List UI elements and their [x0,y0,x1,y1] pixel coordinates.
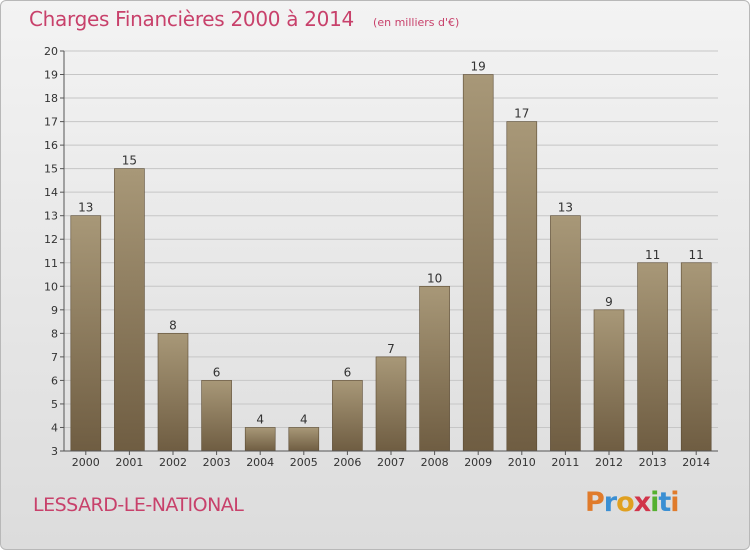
y-tick-label: 14 [44,186,58,199]
y-tick-label: 11 [44,257,58,270]
data-labels: 13 15 8 6 4 4 6 7 10 19 17 13 9 11 11 [78,60,704,427]
logo-letter: t [658,487,671,518]
y-tick-label: 9 [51,304,58,317]
value-label-2004: 4 [256,412,264,426]
bar-2007 [375,356,407,452]
bar-2003 [201,380,232,452]
logo-letter: r [603,487,617,518]
bar-2010 [506,121,538,452]
value-label-2011: 13 [558,201,573,215]
value-label-2003: 6 [213,365,221,379]
bar-2004 [244,427,276,452]
value-label-2006: 6 [344,365,352,379]
value-label-2008: 10 [427,271,442,285]
y-tick-label: 18 [44,92,58,105]
chart-subtitle: (en milliers d'€) [373,16,460,29]
x-tick-label-2003: 2003 [203,456,231,469]
y-tick-label: 8 [51,327,58,340]
x-tick-label-2010: 2010 [508,456,536,469]
x-tick-label-2000: 2000 [72,456,100,469]
y-tick-label: 4 [51,421,58,434]
x-tick-label-2012: 2012 [595,456,623,469]
value-label-2002: 8 [169,318,177,332]
value-label-2005: 4 [300,412,308,426]
logo-letter: o [616,487,635,518]
bar-2001 [114,168,145,452]
title-row: Charges Financières 2000 à 2014 (en mill… [29,7,459,31]
x-tick-label-2011: 2011 [551,456,579,469]
y-tick-label: 16 [44,139,58,152]
y-tick-label: 10 [44,280,58,293]
y-tick-label: 17 [44,116,58,129]
x-tick-label-2002: 2002 [159,456,187,469]
x-tick-label-2007: 2007 [377,456,405,469]
x-tick-label-2013: 2013 [639,456,667,469]
y-tick-label: 7 [51,351,58,364]
y-tick-label: 12 [44,233,58,246]
value-label-2014: 11 [689,248,704,262]
logo-letter: x [633,487,651,518]
logo-letter: P [585,487,605,518]
y-tick-label: 5 [51,398,58,411]
value-label-2010: 17 [514,107,529,121]
x-tick-label-2008: 2008 [421,456,449,469]
y-tick-label: 3 [51,445,58,458]
value-label-2009: 19 [471,60,486,74]
bar-2008 [419,285,450,452]
value-label-2007: 7 [387,342,395,356]
x-tick-label-2009: 2009 [464,456,492,469]
logo-letter: i [670,487,679,518]
logo-letter: i [650,487,659,518]
bar-2002 [157,333,189,452]
bar-2014 [680,262,712,452]
y-tick-label: 6 [51,374,58,387]
bar-2006 [332,380,363,452]
x-tick-label-2006: 2006 [333,456,361,469]
proxiti-logo: Proxiti [585,487,680,518]
commune-name: LESSARD-LE-NATIONAL [33,494,244,516]
axes: 3 4 5 6 7 8 9 10 11 12 13 14 15 16 17 18 19 20 2000 2001 200… [44,45,718,469]
value-label-2012: 9 [605,295,613,309]
y-tick-label: 15 [44,163,58,176]
value-label-2000: 13 [78,201,93,215]
y-tick-label: 13 [44,210,58,223]
bar-2011 [550,215,581,452]
bar-2005 [288,427,320,452]
chart-title: Charges Financières 2000 à 2014 [29,7,354,31]
value-label-2001: 15 [122,154,137,168]
x-tick-label-2005: 2005 [290,456,318,469]
bars [70,74,712,452]
y-tick-label: 19 [44,69,58,82]
x-tick-label-2001: 2001 [115,456,143,469]
bar-2009 [462,74,494,452]
bar-2000 [70,215,102,452]
bar-2013 [637,262,668,452]
x-tick-label-2014: 2014 [682,456,710,469]
y-tick-label: 20 [44,45,58,58]
bar-2012 [593,309,625,452]
value-label-2013: 11 [645,248,660,262]
x-tick-label-2004: 2004 [246,456,274,469]
